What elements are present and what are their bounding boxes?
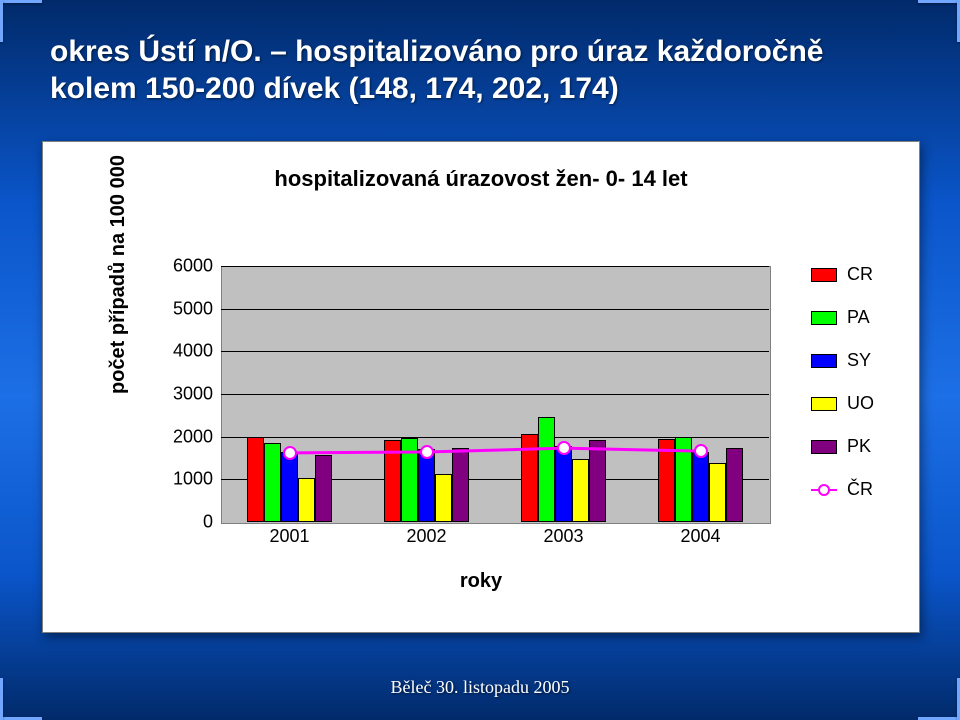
chart-xtick-label: 2001	[269, 526, 309, 547]
chart-bar	[709, 463, 726, 522]
chart-bar	[452, 448, 469, 522]
chart-bar	[538, 417, 555, 522]
legend-label: SY	[847, 350, 871, 371]
chart-bar	[264, 443, 281, 522]
chart-line-marker	[557, 441, 571, 455]
corner-mark-tr	[918, 0, 960, 42]
chart-ytick-label: 3000	[153, 384, 213, 405]
page-title: okres Ústí n/O. – hospitalizováno pro úr…	[50, 34, 910, 107]
chart-x-axis-label: roky	[43, 570, 919, 593]
chart-container: hospitalizovaná úrazovost žen- 0- 14 let…	[42, 141, 920, 633]
legend-swatch	[811, 268, 837, 282]
chart-xtick-label: 2002	[406, 526, 446, 547]
legend-label: PK	[847, 436, 871, 457]
chart-ytick-label: 5000	[153, 298, 213, 319]
title-line-1: okres Ústí n/O. – hospitalizováno pro úr…	[50, 34, 910, 71]
legend-swatch	[811, 397, 837, 411]
chart-ytick-label: 2000	[153, 426, 213, 447]
legend-item: CR	[811, 264, 887, 285]
chart-bar	[726, 448, 743, 522]
legend-label: UO	[847, 393, 874, 414]
chart-bar	[315, 455, 332, 522]
legend-label: ČR	[847, 479, 873, 500]
chart-gridline	[221, 309, 769, 310]
chart-line-marker	[694, 444, 708, 458]
legend-swatch	[811, 311, 837, 325]
chart-line-marker	[283, 446, 297, 460]
chart-plot-area: 0100020003000400050006000200120022003200…	[221, 266, 769, 522]
chart-bar	[555, 446, 572, 522]
slide-footer: Běleč 30. listopadu 2005	[0, 677, 960, 698]
legend-swatch	[811, 440, 837, 454]
legend-label: CR	[847, 264, 873, 285]
chart-bar	[435, 474, 452, 522]
legend-swatch	[811, 354, 837, 368]
legend-item: UO	[811, 393, 887, 414]
legend-swatch-line	[811, 483, 837, 497]
chart-bar	[401, 438, 418, 522]
chart-ytick-label: 6000	[153, 256, 213, 277]
chart-xtick-label: 2003	[543, 526, 583, 547]
chart-bar	[281, 452, 298, 522]
chart-bar	[675, 437, 692, 522]
legend-item: PK	[811, 436, 887, 457]
chart-bar	[692, 452, 709, 522]
chart-line-marker	[420, 445, 434, 459]
chart-gridline	[221, 266, 769, 267]
corner-mark-tl	[0, 0, 42, 42]
chart-xtick-label: 2004	[680, 526, 720, 547]
chart-title: hospitalizovaná úrazovost žen- 0- 14 let	[43, 166, 919, 192]
legend-label: PA	[847, 307, 870, 328]
legend-item: SY	[811, 350, 887, 371]
chart-bar	[658, 439, 675, 522]
chart-bar	[247, 437, 264, 522]
legend-item: ČR	[811, 479, 887, 500]
chart-ytick-label: 1000	[153, 469, 213, 490]
chart-bar	[298, 478, 315, 522]
chart-bar	[589, 440, 606, 522]
chart-gridline	[221, 351, 769, 352]
title-line-2: kolem 150-200 dívek (148, 174, 202, 174)	[50, 71, 910, 108]
chart-bar	[418, 449, 435, 522]
chart-gridline	[221, 394, 769, 395]
chart-ytick-label: 4000	[153, 341, 213, 362]
chart-bar	[521, 434, 538, 522]
chart-y-axis-label: počet případů na 100 000	[107, 155, 130, 394]
chart-bar	[572, 459, 589, 522]
presentation-slide: okres Ústí n/O. – hospitalizováno pro úr…	[0, 0, 960, 720]
chart-bar	[384, 440, 401, 522]
legend-item: PA	[811, 307, 887, 328]
chart-ytick-label: 0	[153, 512, 213, 533]
chart-legend: CR PA SY UO PK ČR	[811, 254, 887, 522]
